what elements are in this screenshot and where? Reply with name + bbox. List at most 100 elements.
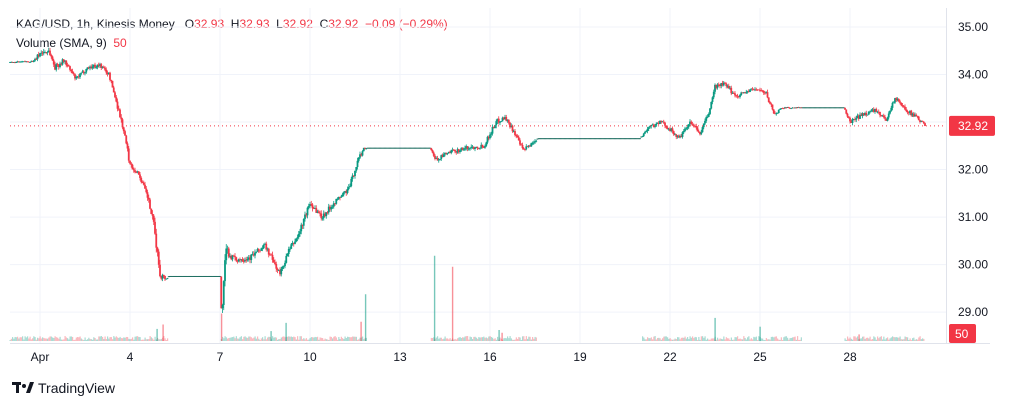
candle — [317, 211, 320, 213]
candle — [720, 82, 723, 87]
candle — [895, 98, 898, 101]
volume-bar — [347, 336, 349, 341]
volume-bar — [653, 336, 655, 341]
candle — [12, 62, 15, 63]
candle — [157, 251, 160, 265]
volume-bar — [238, 338, 240, 341]
candle — [712, 91, 715, 98]
volume-legend[interactable]: Volume (SMA, 9) 50 — [16, 36, 127, 50]
volume-bar — [732, 339, 734, 341]
volume-bar — [707, 338, 709, 341]
volume-bar — [353, 336, 355, 341]
price-axis-label: 35.00 — [958, 20, 988, 34]
volume-bar — [742, 339, 744, 341]
candle — [852, 119, 855, 120]
candle — [689, 121, 691, 125]
volume-bar — [469, 336, 471, 341]
candle — [919, 120, 921, 122]
volume-bar — [354, 336, 356, 341]
candle — [479, 147, 481, 149]
volume-bar — [75, 337, 77, 341]
tradingview-logo-icon — [12, 382, 34, 393]
candle — [34, 58, 36, 61]
volume-bar — [50, 336, 52, 341]
candle — [277, 270, 280, 271]
candle — [147, 197, 150, 200]
candle — [454, 149, 456, 152]
candle — [149, 199, 151, 209]
candle — [907, 112, 910, 114]
volume-bar — [340, 336, 342, 341]
candle — [449, 151, 451, 153]
candle — [440, 155, 443, 160]
volume-bar — [774, 336, 776, 341]
candle — [464, 148, 466, 150]
volume-bar — [275, 337, 277, 341]
volume-bar — [25, 337, 27, 341]
candle — [890, 107, 893, 111]
volume-bar — [355, 336, 357, 341]
candle — [241, 259, 244, 262]
candle — [359, 154, 361, 158]
volume-bar — [433, 255, 436, 341]
volume-bar — [242, 339, 244, 341]
candle — [695, 126, 698, 128]
volume-bar — [319, 337, 321, 341]
volume-bar — [713, 338, 715, 341]
candle — [800, 107, 803, 109]
candle — [271, 254, 274, 260]
candle — [336, 198, 339, 200]
candle — [505, 117, 508, 121]
candle — [235, 257, 238, 261]
price-axis-label: 32.00 — [958, 163, 988, 177]
candle — [459, 150, 461, 153]
candle — [264, 243, 266, 245]
candle — [27, 61, 30, 63]
volume-bar — [70, 336, 72, 341]
volume-bar — [337, 339, 339, 341]
candle — [446, 153, 449, 154]
candle — [296, 237, 299, 239]
volume-bar — [873, 336, 875, 341]
volume-bar — [868, 338, 870, 341]
candle — [736, 95, 739, 97]
price-axis-label: 30.00 — [958, 258, 988, 272]
volume-bar — [670, 339, 672, 341]
volume-bar — [797, 336, 799, 341]
candle — [742, 92, 745, 94]
volume-bar — [722, 339, 724, 341]
volume-bar — [677, 337, 679, 341]
candle — [872, 109, 875, 112]
volume-bar — [159, 339, 161, 341]
tradingview-logo-text: TradingView — [38, 380, 116, 396]
candle — [312, 208, 315, 210]
volume-bar — [845, 339, 847, 341]
volume-bar — [432, 338, 434, 341]
candle — [441, 155, 444, 158]
candle — [710, 101, 713, 109]
candle — [252, 254, 255, 256]
tradingview-logo[interactable]: TradingView — [12, 380, 115, 396]
volume-bar — [860, 338, 862, 341]
candle — [125, 135, 128, 144]
candle — [110, 79, 113, 81]
candle — [315, 208, 318, 213]
candle — [504, 117, 506, 120]
volume-bar — [864, 338, 866, 341]
candle — [221, 305, 224, 309]
volume-bar — [688, 339, 690, 341]
candle — [121, 119, 124, 128]
candle — [155, 233, 158, 248]
volume-bar — [84, 337, 86, 341]
candle — [305, 214, 308, 216]
candle — [340, 196, 343, 198]
volume-bar — [44, 338, 46, 341]
volume-bar — [259, 339, 261, 341]
volume-bar — [745, 339, 747, 341]
volume-bar — [165, 339, 167, 341]
candle — [30, 61, 33, 63]
candle — [707, 113, 710, 117]
candle — [37, 54, 40, 57]
candle — [299, 231, 301, 234]
